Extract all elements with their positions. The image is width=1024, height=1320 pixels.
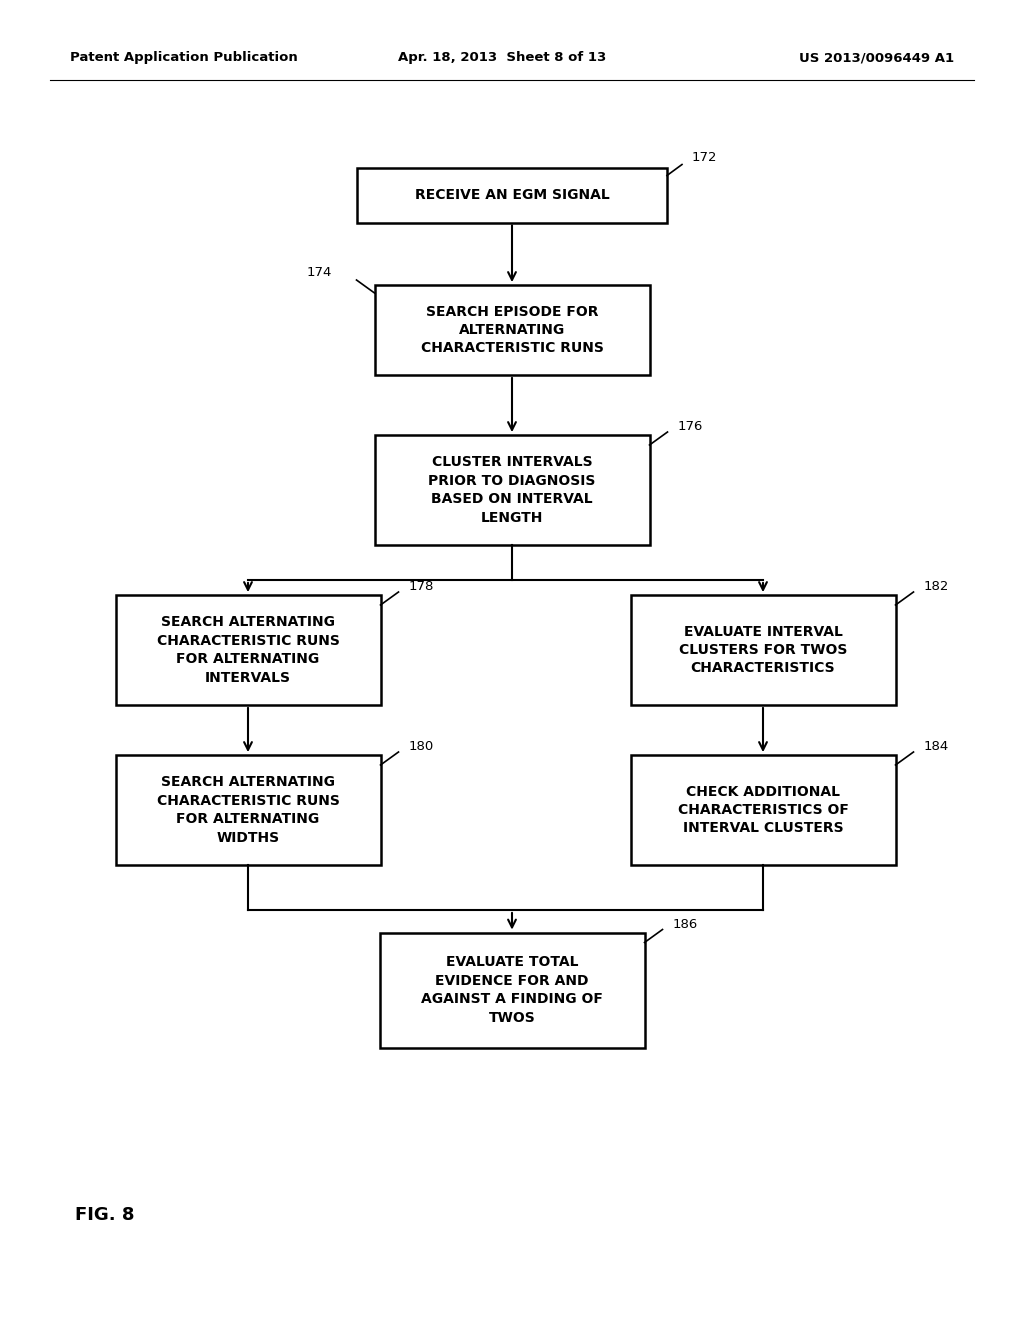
Text: 174: 174 — [307, 267, 332, 280]
Bar — [380, 932, 644, 1048]
Text: 184: 184 — [924, 741, 949, 754]
Text: EVALUATE TOTAL
EVIDENCE FOR AND
AGAINST A FINDING OF
TWOS: EVALUATE TOTAL EVIDENCE FOR AND AGAINST … — [421, 956, 603, 1024]
Text: Apr. 18, 2013  Sheet 8 of 13: Apr. 18, 2013 Sheet 8 of 13 — [398, 51, 606, 65]
Text: US 2013/0096449 A1: US 2013/0096449 A1 — [799, 51, 954, 65]
Bar — [631, 755, 896, 865]
Text: 176: 176 — [678, 421, 702, 433]
Text: 178: 178 — [409, 581, 434, 594]
Bar — [116, 755, 381, 865]
Text: 172: 172 — [692, 150, 718, 164]
Bar — [375, 285, 649, 375]
Text: 186: 186 — [673, 917, 697, 931]
Text: RECEIVE AN EGM SIGNAL: RECEIVE AN EGM SIGNAL — [415, 187, 609, 202]
Text: 182: 182 — [924, 581, 949, 594]
Text: CHECK ADDITIONAL
CHARACTERISTICS OF
INTERVAL CLUSTERS: CHECK ADDITIONAL CHARACTERISTICS OF INTE… — [678, 784, 849, 836]
Bar — [375, 436, 649, 545]
Bar — [631, 595, 896, 705]
Text: 180: 180 — [409, 741, 434, 754]
Bar — [357, 168, 667, 223]
Bar — [116, 595, 381, 705]
Text: EVALUATE INTERVAL
CLUSTERS FOR TWOS
CHARACTERISTICS: EVALUATE INTERVAL CLUSTERS FOR TWOS CHAR… — [679, 624, 847, 676]
Text: SEARCH EPISODE FOR
ALTERNATING
CHARACTERISTIC RUNS: SEARCH EPISODE FOR ALTERNATING CHARACTER… — [421, 305, 603, 355]
Text: FIG. 8: FIG. 8 — [75, 1206, 134, 1224]
Text: CLUSTER INTERVALS
PRIOR TO DIAGNOSIS
BASED ON INTERVAL
LENGTH: CLUSTER INTERVALS PRIOR TO DIAGNOSIS BAS… — [428, 455, 596, 524]
Text: Patent Application Publication: Patent Application Publication — [70, 51, 298, 65]
Text: SEARCH ALTERNATING
CHARACTERISTIC RUNS
FOR ALTERNATING
INTERVALS: SEARCH ALTERNATING CHARACTERISTIC RUNS F… — [157, 615, 339, 685]
Text: SEARCH ALTERNATING
CHARACTERISTIC RUNS
FOR ALTERNATING
WIDTHS: SEARCH ALTERNATING CHARACTERISTIC RUNS F… — [157, 775, 339, 845]
